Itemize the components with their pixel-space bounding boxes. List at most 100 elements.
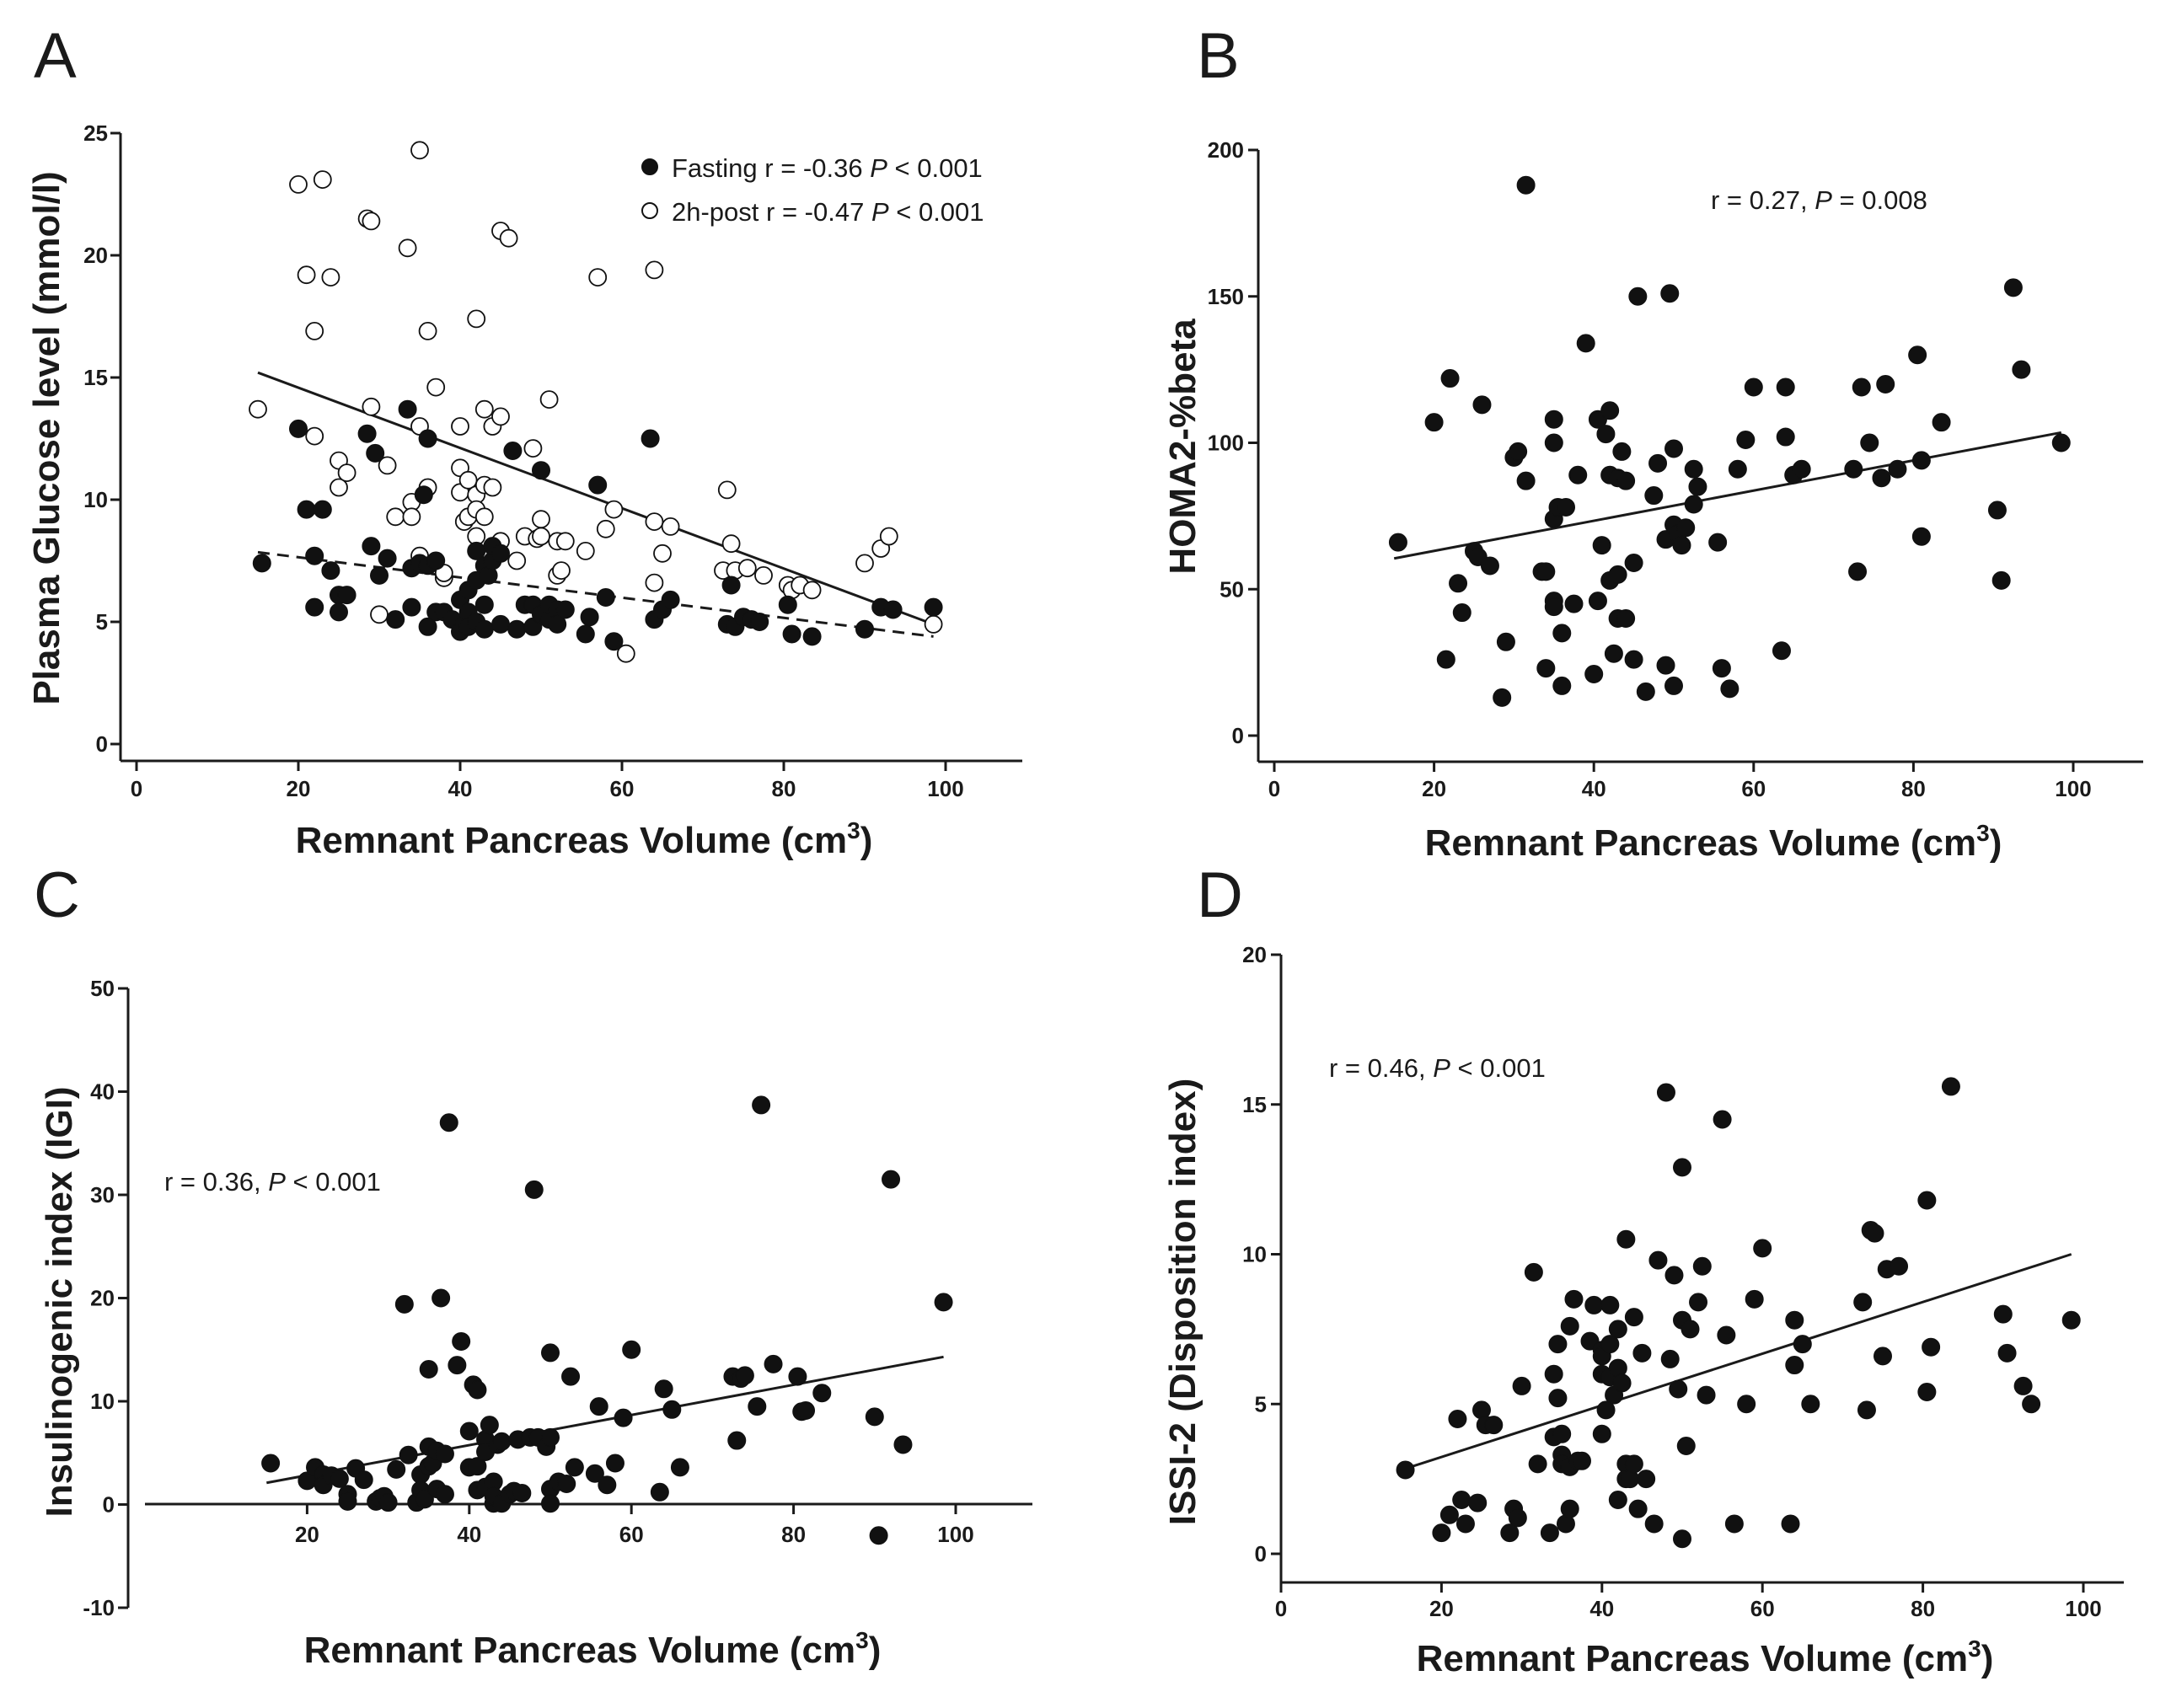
point-issi-2	[1612, 1373, 1632, 1393]
point-2h-post	[532, 510, 550, 529]
point-fasting	[305, 546, 324, 565]
y-tick-label: 0	[96, 731, 108, 757]
x-tick-label: 0	[1268, 776, 1280, 801]
point-2h-post	[330, 478, 348, 497]
point-igi	[865, 1407, 884, 1427]
y-axis-ticks: -10 0 10 20 30 40 50	[83, 976, 128, 1620]
y-axis-title: HOMA2-%beta	[1162, 319, 1203, 575]
point-issi-2	[1993, 1304, 2013, 1324]
panel-b: B HOMA2-%beta Remnant Pancreas Volume (c…	[1162, 20, 2143, 864]
point-issi-2	[2061, 1310, 2081, 1330]
point-fasting	[721, 576, 741, 595]
data-points	[249, 141, 943, 663]
x-tick-label: 0	[1275, 1596, 1287, 1621]
point-issi-2	[1484, 1416, 1504, 1435]
point-2h-post	[337, 463, 356, 482]
point-issi-2	[1922, 1337, 1941, 1357]
point-2h-post	[474, 507, 494, 527]
point-homa2-beta	[1509, 442, 1528, 461]
point-fasting	[503, 442, 523, 460]
y-tick-label: 150	[1208, 284, 1244, 309]
point-fasting	[580, 608, 599, 627]
point-homa2-beta	[1536, 659, 1556, 678]
point-igi	[468, 1380, 487, 1400]
y-tick-label: 5	[1255, 1391, 1267, 1416]
x-axis-title: Remnant Pancreas Volume (cm3)	[1425, 820, 2002, 864]
point-fasting	[661, 590, 680, 609]
point-homa2-beta	[1860, 433, 1879, 452]
x-tick-label: 20	[1429, 1596, 1454, 1621]
point-issi-2	[1865, 1223, 1884, 1243]
point-homa2-beta	[1664, 439, 1683, 458]
point-fasting	[378, 549, 397, 568]
point-fasting	[641, 429, 660, 448]
point-fasting	[414, 485, 433, 505]
point-2h-post	[645, 512, 664, 531]
point-homa2-beta	[1672, 536, 1691, 555]
point-2h-post	[305, 426, 324, 446]
point-homa2-beta	[1604, 644, 1623, 663]
point-2h-post	[855, 554, 874, 573]
point-homa2-beta	[1564, 594, 1584, 613]
point-issi-2	[1737, 1395, 1756, 1414]
point-homa2-beta	[1496, 632, 1515, 651]
y-axis-title: Insulinogenic index (IGI)	[39, 1087, 80, 1518]
point-issi-2	[1552, 1424, 1572, 1443]
point-igi	[565, 1458, 584, 1477]
point-homa2-beta	[1872, 468, 1891, 488]
point-fasting	[330, 602, 348, 622]
point-homa2-beta	[1708, 533, 1728, 552]
point-homa2-beta	[2012, 360, 2031, 379]
x-tick-label: 40	[1582, 776, 1606, 801]
point-igi	[399, 1445, 418, 1464]
point-issi-2	[1524, 1262, 1543, 1282]
point-issi-2	[1917, 1383, 1937, 1402]
point-issi-2	[1560, 1499, 1579, 1518]
point-2h-post	[523, 439, 543, 458]
panel-letter-c: C	[34, 859, 80, 931]
y-axis-ticks: 0 50 100 150 200	[1208, 137, 1258, 748]
point-homa2-beta	[1480, 556, 1499, 576]
point-homa2-beta	[1424, 413, 1444, 432]
point-homa2-beta	[1648, 453, 1668, 473]
point-homa2-beta	[1592, 536, 1611, 555]
point-fasting	[426, 551, 446, 570]
point-fasting	[555, 600, 575, 619]
point-issi-2	[1448, 1410, 1467, 1429]
point-homa2-beta	[1612, 442, 1632, 461]
point-homa2-beta	[1932, 413, 1951, 432]
point-homa2-beta	[1772, 641, 1791, 661]
point-fasting	[588, 475, 608, 495]
panel-letter-b: B	[1197, 20, 1240, 92]
point-fasting	[750, 613, 769, 631]
regression-line	[1401, 1253, 2072, 1471]
point-issi-2	[1596, 1400, 1616, 1420]
point-2h-post	[410, 141, 429, 160]
y-tick-label: 30	[90, 1182, 115, 1207]
point-issi-2	[1600, 1335, 1620, 1354]
point-igi	[654, 1379, 673, 1399]
point-fasting	[321, 561, 340, 581]
point-issi-2	[1753, 1239, 1772, 1258]
point-issi-2	[1673, 1529, 1691, 1549]
x-tick-label: 20	[295, 1522, 319, 1547]
correlation-annotation: r = 0.27, P = 0.008	[1711, 185, 1927, 215]
regression-line	[1393, 431, 2062, 560]
point-igi	[261, 1454, 281, 1473]
y-tick-label: 5	[96, 609, 108, 634]
point-2h-post	[362, 211, 381, 231]
point-issi-2	[1785, 1356, 1804, 1375]
point-igi	[605, 1454, 624, 1473]
point-igi	[622, 1340, 641, 1359]
point-homa2-beta	[1720, 679, 1739, 699]
point-2h-post	[532, 527, 550, 546]
y-tick-label: 50	[90, 976, 115, 1001]
data-points	[1388, 175, 2071, 707]
point-issi-2	[1573, 1451, 1591, 1470]
point-homa2-beta	[1536, 562, 1556, 581]
point-issi-2	[1584, 1295, 1604, 1314]
point-fasting	[802, 627, 822, 646]
point-fasting	[883, 600, 903, 619]
point-homa2-beta	[1848, 562, 1868, 581]
point-2h-post	[596, 519, 615, 538]
